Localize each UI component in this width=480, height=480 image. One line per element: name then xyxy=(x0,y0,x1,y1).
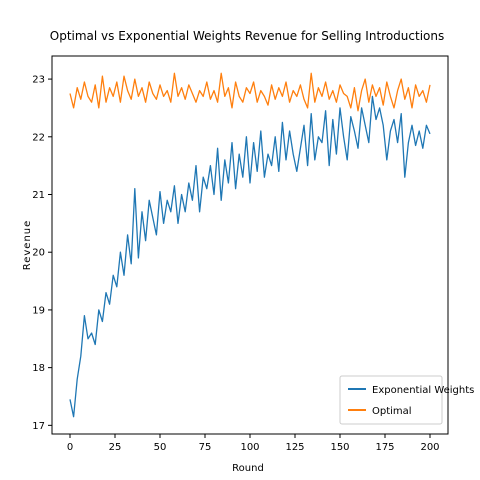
x-tick-label: 125 xyxy=(285,442,304,453)
y-axis-label: Revenue xyxy=(22,220,33,271)
y-tick-label: 23 xyxy=(32,75,45,86)
series-layer xyxy=(69,72,431,418)
legend-label-exponential-weights: Exponential Weights xyxy=(372,385,474,396)
x-tick-label: 150 xyxy=(330,442,349,453)
chart-title: Optimal vs Exponential Weights Revenue f… xyxy=(50,29,444,43)
x-tick-label: 100 xyxy=(240,442,259,453)
x-axis: 0 25 50 75 100 125 150 175 200 xyxy=(67,434,440,453)
x-tick-label: 175 xyxy=(375,442,394,453)
x-tick-label: 0 xyxy=(67,442,73,453)
x-tick-label: 75 xyxy=(199,442,212,453)
y-tick-label: 21 xyxy=(32,190,45,201)
legend: Exponential Weights Optimal xyxy=(339,375,474,425)
x-axis-label: Round xyxy=(232,463,264,474)
y-axis: 17 18 19 20 21 22 23 xyxy=(32,75,52,432)
y-tick-label: 20 xyxy=(32,248,45,259)
series-line-exponential-weights xyxy=(69,95,431,418)
y-tick-label: 18 xyxy=(32,363,45,374)
y-tick-label: 19 xyxy=(32,305,45,316)
x-tick-label: 50 xyxy=(154,442,167,453)
x-tick-label: 200 xyxy=(420,442,439,453)
x-tick-label: 25 xyxy=(109,442,122,453)
y-tick-label: 17 xyxy=(32,421,45,432)
y-tick-label: 22 xyxy=(32,132,45,143)
series-line-optimal xyxy=(69,72,431,112)
legend-label-optimal: Optimal xyxy=(372,406,412,417)
